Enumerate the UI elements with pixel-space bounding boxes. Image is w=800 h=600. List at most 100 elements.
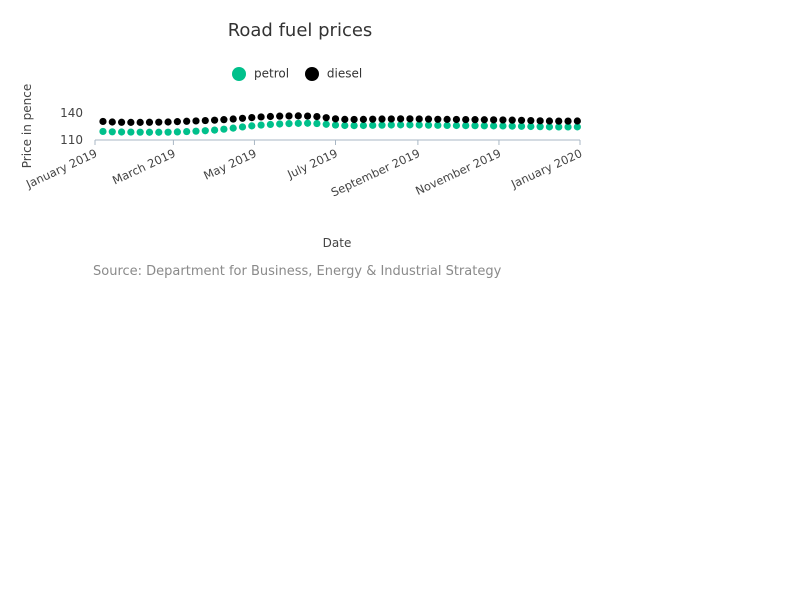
data-point-petrol[interactable] [145,128,154,136]
data-point-diesel[interactable] [490,116,498,124]
data-point-petrol[interactable] [210,126,219,134]
data-point-diesel[interactable] [201,116,209,125]
data-point-petrol[interactable] [229,124,237,132]
data-point-diesel[interactable] [238,114,247,122]
data-point-petrol[interactable] [294,119,302,127]
data-point-diesel[interactable] [415,115,423,123]
data-point-diesel[interactable] [331,115,340,123]
data-point-diesel[interactable] [341,115,349,123]
data-point-diesel[interactable] [480,116,488,124]
data-point-diesel[interactable] [145,118,154,126]
data-point-diesel[interactable] [555,117,563,125]
data-point-diesel[interactable] [108,118,116,126]
data-point-petrol[interactable] [369,121,377,129]
data-point-diesel[interactable] [276,112,284,120]
data-point-petrol[interactable] [155,128,163,136]
data-point-petrol[interactable] [304,119,312,127]
data-point-diesel[interactable] [266,112,274,121]
data-point-petrol[interactable] [536,123,544,131]
data-point-diesel[interactable] [99,117,107,126]
data-point-petrol[interactable] [527,122,535,131]
data-point-diesel[interactable] [452,115,461,124]
data-point-petrol[interactable] [331,121,340,129]
data-point-petrol[interactable] [183,127,191,136]
data-point-diesel[interactable] [136,118,144,126]
data-point-petrol[interactable] [397,121,405,129]
data-point-petrol[interactable] [443,121,451,130]
data-point-petrol[interactable] [99,127,107,136]
data-point-diesel[interactable] [285,112,293,120]
data-point-diesel[interactable] [443,115,451,123]
data-point-diesel[interactable] [127,118,135,126]
data-point-diesel[interactable] [378,115,386,123]
data-point-petrol[interactable] [285,120,293,128]
data-point-petrol[interactable] [434,121,442,129]
data-point-diesel[interactable] [517,116,526,124]
data-point-petrol[interactable] [341,121,349,130]
data-point-petrol[interactable] [192,127,200,135]
data-point-petrol[interactable] [108,128,116,136]
data-point-diesel[interactable] [229,115,237,123]
data-point-petrol[interactable] [164,128,172,136]
data-point-petrol[interactable] [220,125,228,133]
data-point-diesel[interactable] [508,116,516,124]
data-point-diesel[interactable] [155,118,163,126]
data-point-diesel[interactable] [471,116,479,124]
data-point-diesel[interactable] [369,115,377,123]
data-point-petrol[interactable] [555,123,563,131]
data-point-diesel[interactable] [397,115,405,123]
data-point-diesel[interactable] [248,113,256,122]
data-point-diesel[interactable] [536,117,544,125]
data-point-diesel[interactable] [434,115,442,123]
data-point-diesel[interactable] [350,115,358,124]
data-point-petrol[interactable] [480,122,488,130]
data-point-diesel[interactable] [499,116,507,124]
data-point-petrol[interactable] [387,121,395,129]
data-point-diesel[interactable] [192,117,200,125]
data-point-diesel[interactable] [257,113,265,121]
data-point-diesel[interactable] [322,114,330,122]
data-point-diesel[interactable] [220,116,228,124]
data-point-diesel[interactable] [564,117,572,125]
data-point-petrol[interactable] [127,128,135,136]
data-point-diesel[interactable] [294,112,302,120]
data-point-petrol[interactable] [257,121,265,129]
data-point-diesel[interactable] [527,116,535,125]
data-point-diesel[interactable] [387,115,395,123]
data-point-petrol[interactable] [266,120,274,129]
data-point-petrol[interactable] [276,120,284,128]
data-point-diesel[interactable] [304,112,312,120]
data-point-diesel[interactable] [164,118,172,126]
data-point-petrol[interactable] [173,128,181,136]
data-point-diesel[interactable] [462,115,470,124]
data-point-petrol[interactable] [499,122,507,130]
data-point-petrol[interactable] [471,122,479,130]
data-point-petrol[interactable] [201,127,209,135]
data-point-petrol[interactable] [452,121,461,130]
data-point-petrol[interactable] [508,122,516,130]
data-point-diesel[interactable] [424,115,433,123]
data-point-petrol[interactable] [313,119,321,128]
data-point-petrol[interactable] [424,121,433,129]
data-point-diesel[interactable] [406,115,414,123]
data-point-petrol[interactable] [406,121,414,129]
data-point-petrol[interactable] [545,123,554,131]
data-point-diesel[interactable] [573,117,581,125]
data-point-diesel[interactable] [210,116,219,124]
data-point-petrol[interactable] [490,122,498,130]
data-point-petrol[interactable] [415,121,423,129]
data-point-petrol[interactable] [322,120,330,128]
data-point-petrol[interactable] [359,121,368,130]
data-point-diesel[interactable] [173,118,181,126]
legend-item-petrol[interactable]: petrol [232,66,289,81]
data-point-diesel[interactable] [183,117,191,125]
data-point-petrol[interactable] [564,123,572,131]
data-point-diesel[interactable] [117,118,126,126]
data-point-diesel[interactable] [313,113,321,121]
data-point-petrol[interactable] [350,122,358,130]
data-point-petrol[interactable] [117,128,126,136]
data-point-petrol[interactable] [378,121,386,129]
data-point-petrol[interactable] [462,122,470,130]
data-point-diesel[interactable] [359,115,368,123]
data-point-diesel[interactable] [545,117,554,125]
